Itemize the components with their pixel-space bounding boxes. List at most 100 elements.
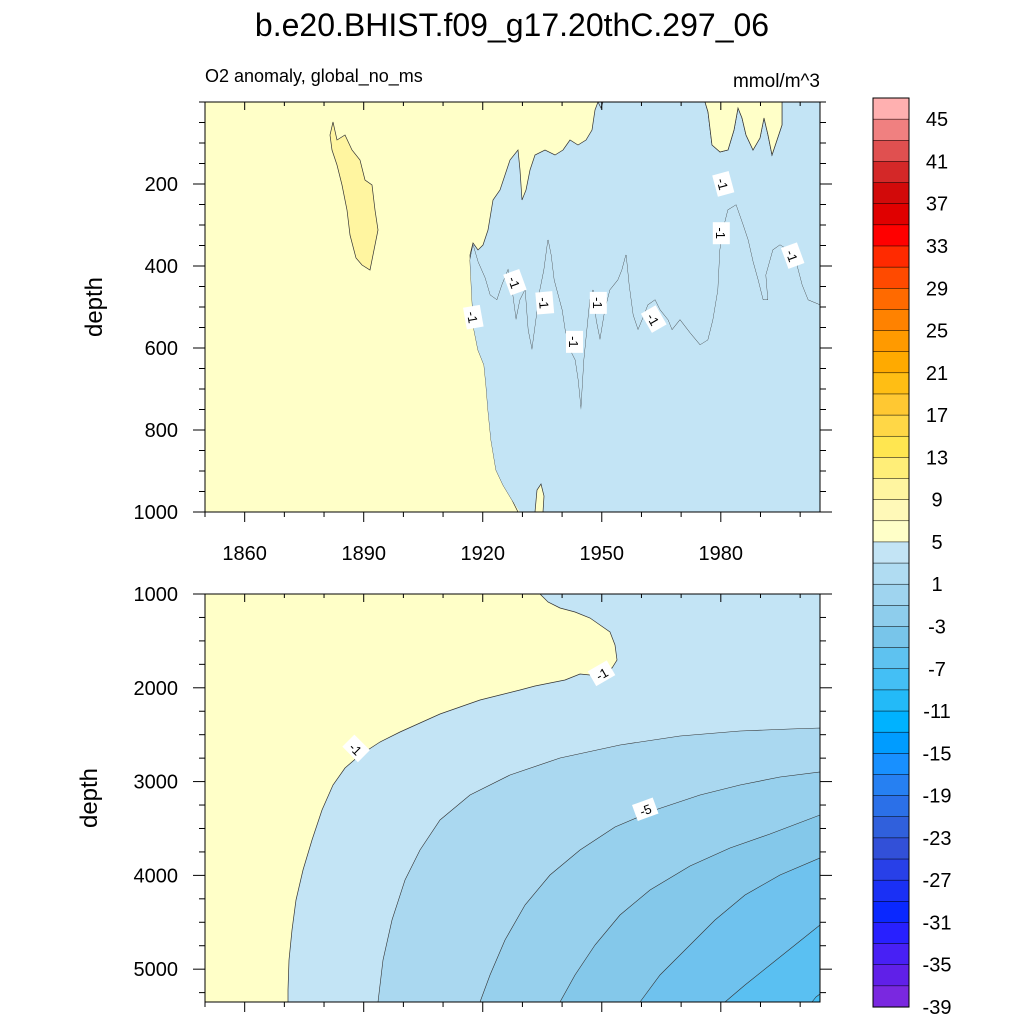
- colorbar-swatch: [872, 330, 910, 353]
- colorbar-swatch: [872, 266, 910, 289]
- colorbar-swatch: [872, 182, 910, 205]
- colorbar-label: -15: [923, 743, 952, 765]
- svg-text:-1: -1: [566, 336, 581, 348]
- upper-negative-fill: [470, 205, 820, 512]
- colorbar-swatch: [872, 753, 910, 776]
- upper-ylabel: depth: [81, 277, 108, 337]
- colorbar-label: 29: [926, 278, 948, 300]
- colorbar-swatch: [872, 795, 910, 818]
- colorbar-swatch: [872, 985, 910, 1008]
- colorbar-swatch: [872, 858, 910, 881]
- chart-title: b.e20.BHIST.f09_g17.20thC.297_06: [255, 7, 769, 43]
- colorbar-label: 41: [926, 151, 948, 173]
- colorbar-swatch: [872, 245, 910, 268]
- svg-text:-5: -5: [638, 801, 654, 819]
- colorbar-label: 13: [926, 447, 948, 469]
- y-tick-label: 600: [145, 338, 178, 360]
- colorbar-swatch: [872, 541, 910, 564]
- colorbar-swatch: [872, 774, 910, 797]
- colorbar-label: 45: [926, 109, 948, 131]
- colorbar-swatch: [872, 562, 910, 585]
- lower-frame: [204, 593, 821, 1003]
- contour-label: -1: [640, 305, 667, 333]
- colorbar-swatch: [872, 97, 910, 120]
- x-tick-label: 1920: [460, 543, 505, 565]
- contour-label: -1: [587, 660, 616, 687]
- colorbar-swatch: [872, 626, 910, 649]
- colorbar-label: -3: [928, 616, 946, 638]
- colorbar-swatch: [872, 647, 910, 670]
- colorbar-label: 37: [926, 194, 948, 216]
- svg-text:-1: -1: [783, 248, 801, 264]
- colorbar-swatch: [872, 943, 910, 966]
- y-tick-label: 4000: [134, 865, 179, 887]
- colorbar-swatch: [872, 478, 910, 501]
- colorbar-label: -23: [923, 828, 952, 850]
- lower-positive-region: [204, 593, 618, 1003]
- y-tick-label: 3000: [134, 772, 179, 794]
- upper-ticks: 1860 1890 1920 1950 1980 200 400 600 800 1000: [134, 101, 832, 565]
- lower-panel: 1000 2000 3000 4000 5000 -1 -1 -5 depth: [76, 584, 832, 1012]
- colorbar-label: -11: [923, 701, 950, 723]
- colorbar-label: 17: [926, 405, 948, 427]
- colorbar: 45 41 37 33 29 25 21 17 13 9 5 1 -3 -7 -11 -15 -19 -23 -27…: [872, 97, 952, 1019]
- upper-patch-2to4: [329, 121, 379, 271]
- colorbar-label: -27: [923, 870, 952, 892]
- colorbar-frame: [872, 97, 910, 1008]
- colorbar-label: 9: [931, 490, 942, 512]
- lower-ylabel: depth: [76, 768, 103, 828]
- lower-ticks: 1000 2000 3000 4000 5000: [134, 584, 832, 1012]
- colorbar-swatch: [872, 457, 910, 480]
- contour-label: -1: [342, 734, 370, 763]
- contour-label: -1: [589, 291, 607, 314]
- colorbar-swatch: [872, 224, 910, 247]
- y-tick-label: 800: [145, 420, 178, 442]
- colorbar-label: -35: [923, 955, 952, 977]
- colorbar-label: -39: [923, 997, 952, 1019]
- contour-label: -1: [712, 171, 735, 197]
- colorbar-swatch: [872, 816, 910, 839]
- colorbar-swatch: [872, 140, 910, 162]
- svg-text:-1: -1: [505, 275, 523, 291]
- colorbar-swatch: [872, 837, 910, 860]
- colorbar-swatch: [872, 964, 910, 987]
- contour-label: -1: [780, 242, 805, 269]
- colorbar-swatch: [872, 689, 910, 712]
- colorbar-swatch: [872, 499, 910, 522]
- colorbar-swatch: [872, 710, 910, 733]
- colorbar-swatch: [872, 414, 910, 437]
- upper-top-right-positive: [704, 101, 783, 157]
- svg-text:-1: -1: [713, 227, 728, 239]
- svg-text:-1: -1: [590, 297, 605, 309]
- colorbar-swatch: [872, 393, 910, 416]
- contour-label: -1: [463, 304, 484, 330]
- lower-contour-labels: -1 -1 -5: [342, 660, 659, 822]
- colorbar-swatch: [872, 901, 910, 923]
- svg-text:-1: -1: [464, 310, 481, 324]
- colorbar-swatch: [872, 605, 910, 628]
- contour-label: -1: [503, 268, 527, 296]
- colorbar-label: 1: [931, 574, 942, 596]
- subtitle-left: O2 anomaly, global_no_ms: [205, 66, 423, 87]
- colorbar-label: -31: [923, 912, 952, 934]
- colorbar-swatch: [872, 309, 910, 332]
- colorbar-swatch: [872, 351, 910, 374]
- colorbar-swatch: [872, 668, 910, 691]
- colorbar-swatch: [872, 922, 910, 945]
- x-tick-label: 1980: [699, 543, 744, 565]
- contour-label: -1: [535, 291, 555, 315]
- colorbar-label: 33: [926, 236, 948, 258]
- x-tick-label: 1890: [341, 543, 386, 565]
- colorbar-swatch: [872, 435, 910, 458]
- contour-label: -5: [632, 797, 659, 822]
- y-tick-label: 400: [145, 256, 178, 278]
- y-tick-label: 1000: [134, 584, 179, 606]
- svg-text:-1: -1: [536, 297, 552, 310]
- y-tick-label: 5000: [134, 959, 179, 981]
- colorbar-label: 25: [926, 321, 948, 343]
- colorbar-swatch: [872, 583, 910, 606]
- x-tick-label: 1860: [222, 543, 267, 565]
- colorbar-label: 5: [931, 532, 942, 554]
- y-tick-label: 1000: [134, 502, 179, 524]
